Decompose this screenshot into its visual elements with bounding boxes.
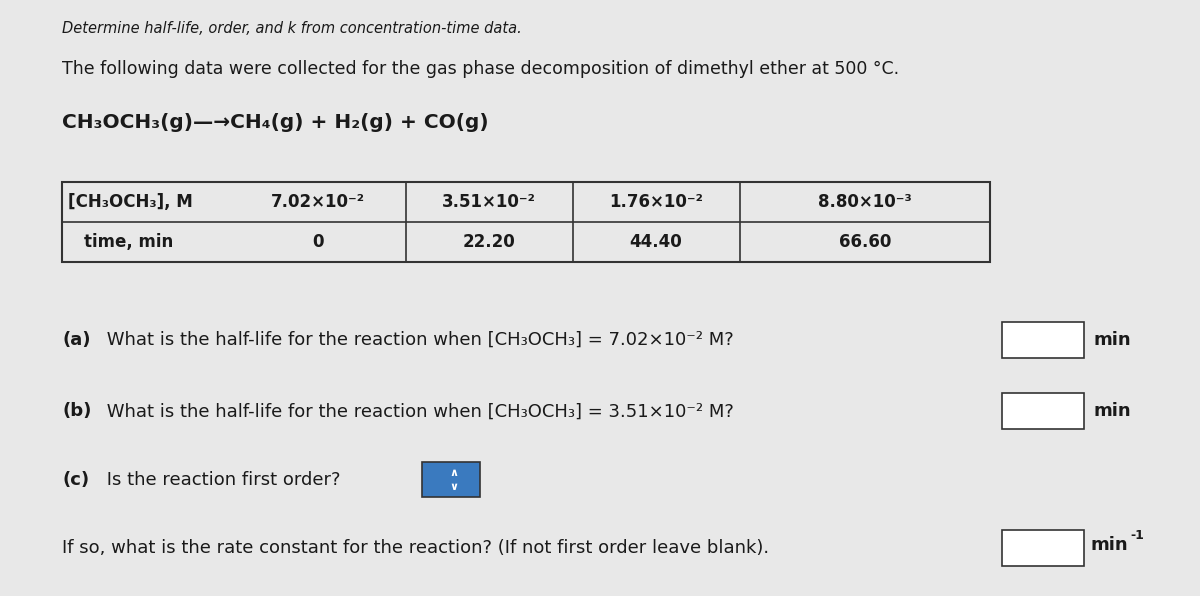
Text: If so, what is the rate constant for the reaction? (If not first order leave bla: If so, what is the rate constant for the… <box>62 539 769 557</box>
Text: What is the half-life for the reaction when [CH₃OCH₃] = 7.02×10⁻² M?: What is the half-life for the reaction w… <box>101 331 733 349</box>
Text: 3.51×10⁻²: 3.51×10⁻² <box>442 193 536 211</box>
Text: -1: -1 <box>1130 529 1145 542</box>
Text: 0: 0 <box>312 233 324 251</box>
Text: 8.80×10⁻³: 8.80×10⁻³ <box>818 193 912 211</box>
Text: (a): (a) <box>62 331 91 349</box>
Text: [CH₃OCH₃], M: [CH₃OCH₃], M <box>68 193 193 211</box>
Text: min: min <box>1093 331 1130 349</box>
Text: min: min <box>1093 402 1130 420</box>
Text: ∨: ∨ <box>450 482 458 492</box>
Text: What is the half-life for the reaction when [CH₃OCH₃] = 3.51×10⁻² M?: What is the half-life for the reaction w… <box>101 402 733 420</box>
Text: ∧: ∧ <box>450 468 458 477</box>
Text: 66.60: 66.60 <box>839 233 890 251</box>
Text: 22.20: 22.20 <box>463 233 516 251</box>
Text: Determine half-life, order, and k from concentration-time data.: Determine half-life, order, and k from c… <box>62 21 522 36</box>
Text: The following data were collected for the gas phase decomposition of dimethyl et: The following data were collected for th… <box>62 60 900 77</box>
Text: (b): (b) <box>62 402 91 420</box>
Text: Is the reaction first order?: Is the reaction first order? <box>101 471 341 489</box>
Text: time, min: time, min <box>84 233 173 251</box>
Text: CH₃OCH₃(g)—→CH₄(g) + H₂(g) + CO(g): CH₃OCH₃(g)—→CH₄(g) + H₂(g) + CO(g) <box>62 113 490 132</box>
Text: 44.40: 44.40 <box>630 233 683 251</box>
Text: 1.76×10⁻²: 1.76×10⁻² <box>610 193 703 211</box>
Text: (c): (c) <box>62 471 90 489</box>
Text: 7.02×10⁻²: 7.02×10⁻² <box>271 193 365 211</box>
Text: min: min <box>1091 536 1128 554</box>
